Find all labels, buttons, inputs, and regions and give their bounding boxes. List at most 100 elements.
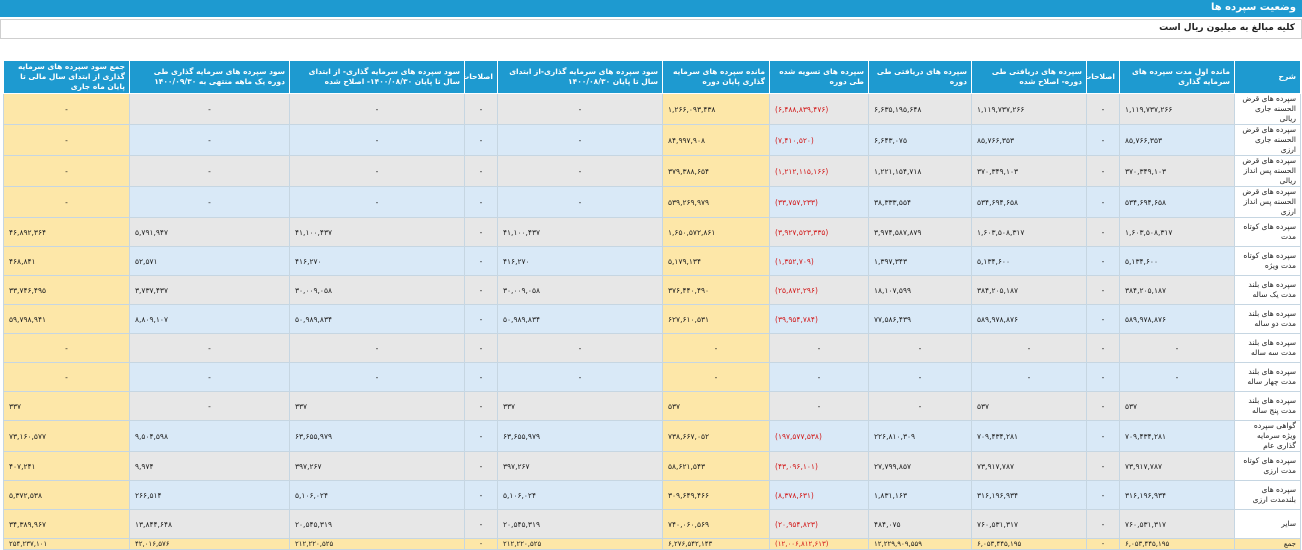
table-cell: -	[3, 124, 130, 156]
table-cell: -	[497, 155, 663, 187]
table-cell: ۳۸,۳۳۳,۵۵۴	[868, 186, 972, 218]
table-cell: -	[497, 124, 663, 156]
table-cell: -	[3, 362, 130, 392]
table-cell: ۴۶۸,۸۴۱	[3, 246, 130, 276]
table-row: سپرده های قرض الحسنه پس انداز ارزی ۵۳۴,۶۹…	[3, 186, 1301, 218]
table-cell: ۴۶,۸۹۲,۳۶۴	[3, 217, 130, 247]
row-label: سپرده های کوتاه مدت ویژه	[1234, 246, 1301, 276]
table-cell: ۶,۰۵۳,۴۴۵,۱۹۵	[1119, 538, 1235, 550]
table-cell: ۳۸۴,۲۰۵,۱۸۷	[1119, 275, 1235, 305]
table-cell: ۲۷,۷۹۹,۸۵۷	[868, 451, 972, 481]
table-cell: ۳۳۷	[289, 391, 465, 421]
table-cell: ۳,۷۳۷,۴۳۷	[129, 275, 290, 305]
table-row: سپرده های قرض الحسنه پس انداز ریالی ۳۷۰,۳…	[3, 155, 1301, 187]
table-cell: ۷۶۰,۵۳۱,۳۱۷	[1119, 509, 1235, 539]
table-cell: -	[129, 391, 290, 421]
table-cell: ۵۳۷	[662, 391, 770, 421]
column-header: سپرده های دریافتی طی دوره	[868, 60, 972, 94]
table-cell: ۱,۲۲۱,۱۵۴,۷۱۸	[868, 155, 972, 187]
table-cell: -	[497, 186, 663, 218]
table-cell: -	[971, 362, 1087, 392]
row-label: سپرده های بلندمدت ارزی	[1234, 480, 1301, 510]
table-cell: -	[868, 333, 972, 363]
table-cell: ۸۵,۷۶۶,۳۵۳	[971, 124, 1087, 156]
table-cell: ۵,۱۳۴,۶۰۰	[971, 246, 1087, 276]
table-cell: -	[289, 93, 465, 125]
table-cell: ۷۰۹,۴۳۴,۲۸۱	[1119, 420, 1235, 452]
table-cell: -	[497, 333, 663, 363]
table-cell: ۱,۶۰۳,۵۰۸,۳۱۷	[1119, 217, 1235, 247]
table-cell: ۱,۶۰۳,۵۰۸,۳۱۷	[971, 217, 1087, 247]
table-row: سپرده های بلند مدت چهار ساله - - - - - - - - - - -	[3, 362, 1301, 392]
table-cell: -	[464, 124, 498, 156]
table-cell: -	[129, 362, 290, 392]
table-cell: (۲۵,۸۷۲,۲۹۶)	[769, 275, 869, 305]
table-cell: ۷۶۰,۵۳۱,۳۱۷	[971, 509, 1087, 539]
table-cell: -	[464, 217, 498, 247]
table-cell: (۱,۳۵۲,۷۰۹)	[769, 246, 869, 276]
table-cell: ۵,۳۷۲,۵۳۸	[3, 480, 130, 510]
page-title: وضعیت سپرده ها	[1210, 2, 1296, 13]
table-cell: ۳۱۶,۱۹۶,۹۳۴	[1119, 480, 1235, 510]
table-cell: ۳۷۹,۳۸۸,۶۵۴	[662, 155, 770, 187]
table-cell: ۵۳۹,۲۶۹,۹۷۹	[662, 186, 770, 218]
table-cell: ۷۳۸,۶۶۷,۰۵۲	[662, 420, 770, 452]
table-cell: -	[129, 186, 290, 218]
deposits-table-wrapper: شرح مانده اول مدت سپرده های سرمایه گذاری ا…	[3, 60, 1301, 550]
table-cell: -	[3, 155, 130, 187]
table-cell: -	[497, 93, 663, 125]
table-cell: -	[769, 391, 869, 421]
table-cell: -	[1119, 333, 1235, 363]
table-cell: -	[129, 333, 290, 363]
table-cell: -	[1086, 186, 1120, 218]
currency-note-text: کلیه مبالغ به میلیون ریال است	[1159, 23, 1295, 33]
table-cell: ۵۰,۹۸۹,۸۳۴	[497, 304, 663, 334]
table-cell: ۸۴,۹۹۷,۹۰۸	[662, 124, 770, 156]
column-header: سپرده های تسویه شده طی دوره	[769, 60, 869, 94]
table-cell: -	[662, 362, 770, 392]
table-cell: ۷۳,۹۱۷,۷۸۷	[971, 451, 1087, 481]
table-cell: ۱۸,۱۰۷,۵۹۹	[868, 275, 972, 305]
table-cell: ۶۳,۶۵۵,۹۷۹	[289, 420, 465, 452]
table-cell: ۶۳,۶۵۵,۹۷۹	[497, 420, 663, 452]
row-label: سپرده های قرض الحسنه پس انداز ریالی	[1234, 155, 1301, 187]
table-cell: (۱,۲۱۲,۱۱۵,۱۶۶)	[769, 155, 869, 187]
table-cell: -	[3, 333, 130, 363]
row-label: سایر	[1234, 509, 1301, 539]
table-cell: (۷,۴۱۰,۵۲۰)	[769, 124, 869, 156]
table-cell: -	[464, 93, 498, 125]
row-label: سپرده های کوتاه مدت	[1234, 217, 1301, 247]
table-cell: ۵۳۴,۶۹۴,۶۵۸	[1119, 186, 1235, 218]
currency-note: کلیه مبالغ به میلیون ریال است	[0, 19, 1302, 39]
table-cell: ۵۲,۵۷۱	[129, 246, 290, 276]
table-row: سپرده های بلند مدت سه ساله - - - - - - - - - - -	[3, 333, 1301, 363]
table-cell: ۴۲,۰۱۶,۵۷۶	[129, 538, 290, 550]
table-cell: (۳,۹۲۷,۵۲۳,۳۳۵)	[769, 217, 869, 247]
table-row: سپرده های قرض الحسنه جاری ارزی ۸۵,۷۶۶,۳۵۳…	[3, 124, 1301, 156]
column-header: سود سپرده های سرمایه گذاری-از ابتدای سال…	[497, 60, 663, 94]
row-label: سپرده های قرض الحسنه جاری ریالی	[1234, 93, 1301, 125]
table-row: سپرده های بلند مدت پنج ساله ۵۳۷-۵۳۷- -۵۳۷ ۳…	[3, 391, 1301, 421]
table-cell: -	[662, 333, 770, 363]
table-cell: ۳۹۷,۲۶۷	[497, 451, 663, 481]
table-row: سپرده های بلند مدت دو ساله ۵۸۹,۹۷۸,۸۷۶-۵۸…	[3, 304, 1301, 334]
table-cell: -	[464, 480, 498, 510]
table-cell: ۳۷۰,۳۴۹,۱۰۳	[1119, 155, 1235, 187]
table-cell: ۳۰,۰۰۹,۰۵۸	[497, 275, 663, 305]
table-cell: ۶,۶۴۳,۰۷۵	[868, 124, 972, 156]
table-cell: ۳۷۰,۳۴۹,۱۰۳	[971, 155, 1087, 187]
column-header: سپرده های دریافتی طی دوره- اصلاح شده	[971, 60, 1087, 94]
table-cell: ۳۹۷,۲۶۷	[289, 451, 465, 481]
table-cell: ۲۱۲,۲۲۰,۵۲۵	[289, 538, 465, 550]
table-cell: (۳۳,۷۵۷,۲۳۳)	[769, 186, 869, 218]
table-cell: ۷۷,۵۸۶,۴۳۹	[868, 304, 972, 334]
table-cell: ۵,۷۹۱,۹۴۷	[129, 217, 290, 247]
table-row: سپرده های کوتاه مدت ۱,۶۰۳,۵۰۸,۳۱۷-۱,۶۰۳,۵…	[3, 217, 1301, 247]
table-cell: -	[1086, 538, 1120, 550]
table-cell: ۵,۱۷۹,۱۳۴	[662, 246, 770, 276]
table-cell: (۱۲,۰۰۶,۸۱۲,۶۱۳)	[769, 538, 869, 550]
column-header: سود سپرده های سرمایه گذاری طی دوره یک ما…	[129, 60, 290, 94]
table-cell: ۷۰۹,۴۳۴,۲۸۱	[971, 420, 1087, 452]
table-cell: -	[1086, 391, 1120, 421]
table-cell: -	[497, 362, 663, 392]
